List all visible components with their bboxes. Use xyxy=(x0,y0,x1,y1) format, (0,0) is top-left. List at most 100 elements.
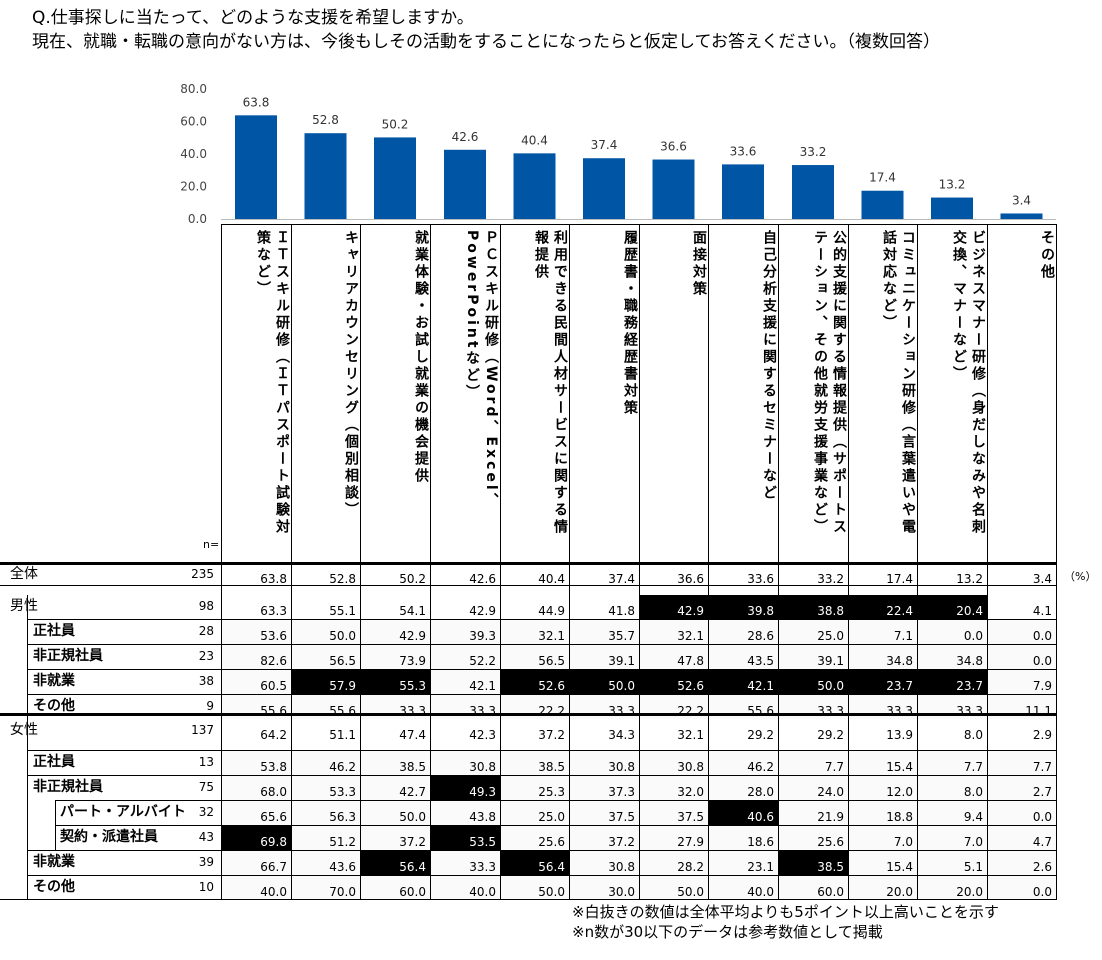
table-cell: 28.2 xyxy=(677,860,704,874)
table-cell: 56.5 xyxy=(329,654,356,668)
bar xyxy=(792,165,834,219)
table-cell: 42.3 xyxy=(469,728,496,742)
question-line-2: 現在、就職・転職の意向がない方は、今後もしその活動をすることになったらと仮定して… xyxy=(32,32,940,52)
bar xyxy=(652,159,695,219)
table-cell: 37.5 xyxy=(677,810,704,824)
table-cell: 40.6 xyxy=(709,801,778,825)
table-cell: 30.8 xyxy=(677,760,704,774)
bar-value-label: 42.6 xyxy=(452,130,479,144)
bar-value-label: 33.2 xyxy=(800,145,827,159)
table-cell: 42.9 xyxy=(399,629,426,643)
note-highlight: ※白抜きの数値は全体平均よりも5ポイント以上高いことを示す xyxy=(572,903,999,921)
table-cell: 13.2 xyxy=(956,572,983,586)
table-cell: 17.4 xyxy=(886,572,913,586)
table-cell: 7.7 xyxy=(824,760,844,774)
n-cell: 10 xyxy=(198,880,214,894)
column-header: 履歴書・職務経歴書対策 xyxy=(622,230,638,417)
table-cell: 82.6 xyxy=(260,654,287,668)
table-cell: 0.0 xyxy=(1032,629,1052,643)
row-label: 男性 xyxy=(10,598,38,614)
y-tick-label: 40.0 xyxy=(180,147,207,161)
table-cell: 55.1 xyxy=(329,604,356,618)
n-cell: 38 xyxy=(198,674,214,688)
table-cell: 2.7 xyxy=(1032,785,1052,799)
table-cell: 56.5 xyxy=(538,654,565,668)
table-cell: 37.5 xyxy=(608,810,635,824)
table-cell: 38.5 xyxy=(538,760,565,774)
table-cell: 7.0 xyxy=(963,835,983,849)
table-cell: 32.1 xyxy=(677,728,704,742)
table-cell: 50.0 xyxy=(329,629,356,643)
table-cell: 25.0 xyxy=(817,629,844,643)
table-cell: 46.2 xyxy=(747,760,774,774)
table-cell: 30.8 xyxy=(608,860,635,874)
column-header: 公的支援に関する情報提供（サポートステーション、その他就労支援事業など） xyxy=(812,230,847,536)
table-cell: 37.3 xyxy=(608,785,635,799)
unit-label: （%） xyxy=(1064,570,1097,583)
table-cell: 42.1 xyxy=(709,670,778,694)
table-cell: 53.6 xyxy=(260,629,287,643)
table-cell: 51.1 xyxy=(329,728,356,742)
table-cell: 38.5 xyxy=(779,851,848,875)
n-cell: 9 xyxy=(206,699,214,713)
table-cell: 42.1 xyxy=(469,679,496,693)
bar xyxy=(1000,213,1043,219)
bar-value-label: 3.4 xyxy=(1012,193,1031,207)
table-cell: 36.6 xyxy=(677,572,704,586)
table-cell: 52.8 xyxy=(329,572,356,586)
column-header: コミュニケーション研修（言葉遣いや電話対応など） xyxy=(881,230,916,536)
table-cell: 2.6 xyxy=(1032,860,1052,874)
n-cell: 23 xyxy=(198,649,214,663)
table-cell: 27.9 xyxy=(677,835,704,849)
table-cell: 43.5 xyxy=(747,654,774,668)
table-cell: 52.6 xyxy=(501,670,569,694)
table-cell: 9.4 xyxy=(963,810,983,824)
table-cell: 40.0 xyxy=(260,885,287,899)
table-cell: 51.2 xyxy=(329,835,356,849)
table-cell: 3.4 xyxy=(1032,572,1052,586)
table-cell: 43.8 xyxy=(469,810,496,824)
grid-hline xyxy=(27,619,1056,620)
table-cell: 25.6 xyxy=(817,835,844,849)
table-cell: 7.0 xyxy=(893,835,913,849)
table-cell: 50.0 xyxy=(779,670,848,694)
bar-chart: 0.0 20.0 40.0 60.0 80.0 63.8 52.8 50.2 42.6 40.4 3… xyxy=(180,82,1056,226)
table-cell: 8.0 xyxy=(963,728,983,742)
table-cell: 37.2 xyxy=(608,835,635,849)
table-cell: 33.2 xyxy=(817,572,844,586)
table-cell: 32.1 xyxy=(538,629,565,643)
bar xyxy=(374,137,416,219)
table-cell: 12.0 xyxy=(886,785,913,799)
grid-hline xyxy=(0,899,1056,900)
bar xyxy=(583,158,625,219)
table-cell: 50.0 xyxy=(570,670,639,694)
table-cell: 7.1 xyxy=(893,629,913,643)
table-cell: 50.2 xyxy=(399,572,426,586)
table-cell: 56.4 xyxy=(361,851,430,875)
row-label: 非就業 xyxy=(33,854,75,870)
bar xyxy=(722,164,764,219)
table-cell: 60.0 xyxy=(399,885,426,899)
table-cell: 0.0 xyxy=(963,629,983,643)
table-cell: 39.1 xyxy=(817,654,844,668)
n-header: n= xyxy=(203,538,220,551)
column-header: キャリアカウンセリング（個別相談） xyxy=(343,230,359,519)
table-cell: 4.1 xyxy=(1032,604,1052,618)
row-label: その他 xyxy=(33,698,75,714)
y-tick-label: 0.0 xyxy=(188,212,207,226)
row-label: 非就業 xyxy=(33,673,75,689)
table-cell: 41.8 xyxy=(608,604,635,618)
bar-value-label: 52.8 xyxy=(312,113,339,127)
bar xyxy=(861,190,904,219)
table-cell: 40.0 xyxy=(469,885,496,899)
table-cell: 53.8 xyxy=(260,760,287,774)
table-cell: 33.6 xyxy=(747,572,774,586)
grid-hline xyxy=(27,750,1056,751)
table-cell: 39.8 xyxy=(709,595,778,619)
table-cell: 35.7 xyxy=(608,629,635,643)
table-cell: 50.0 xyxy=(399,810,426,824)
row-label: その他 xyxy=(33,879,75,895)
grid-hline xyxy=(221,224,1056,225)
table-cell: 0.0 xyxy=(1032,810,1052,824)
table-cell: 70.0 xyxy=(329,885,356,899)
